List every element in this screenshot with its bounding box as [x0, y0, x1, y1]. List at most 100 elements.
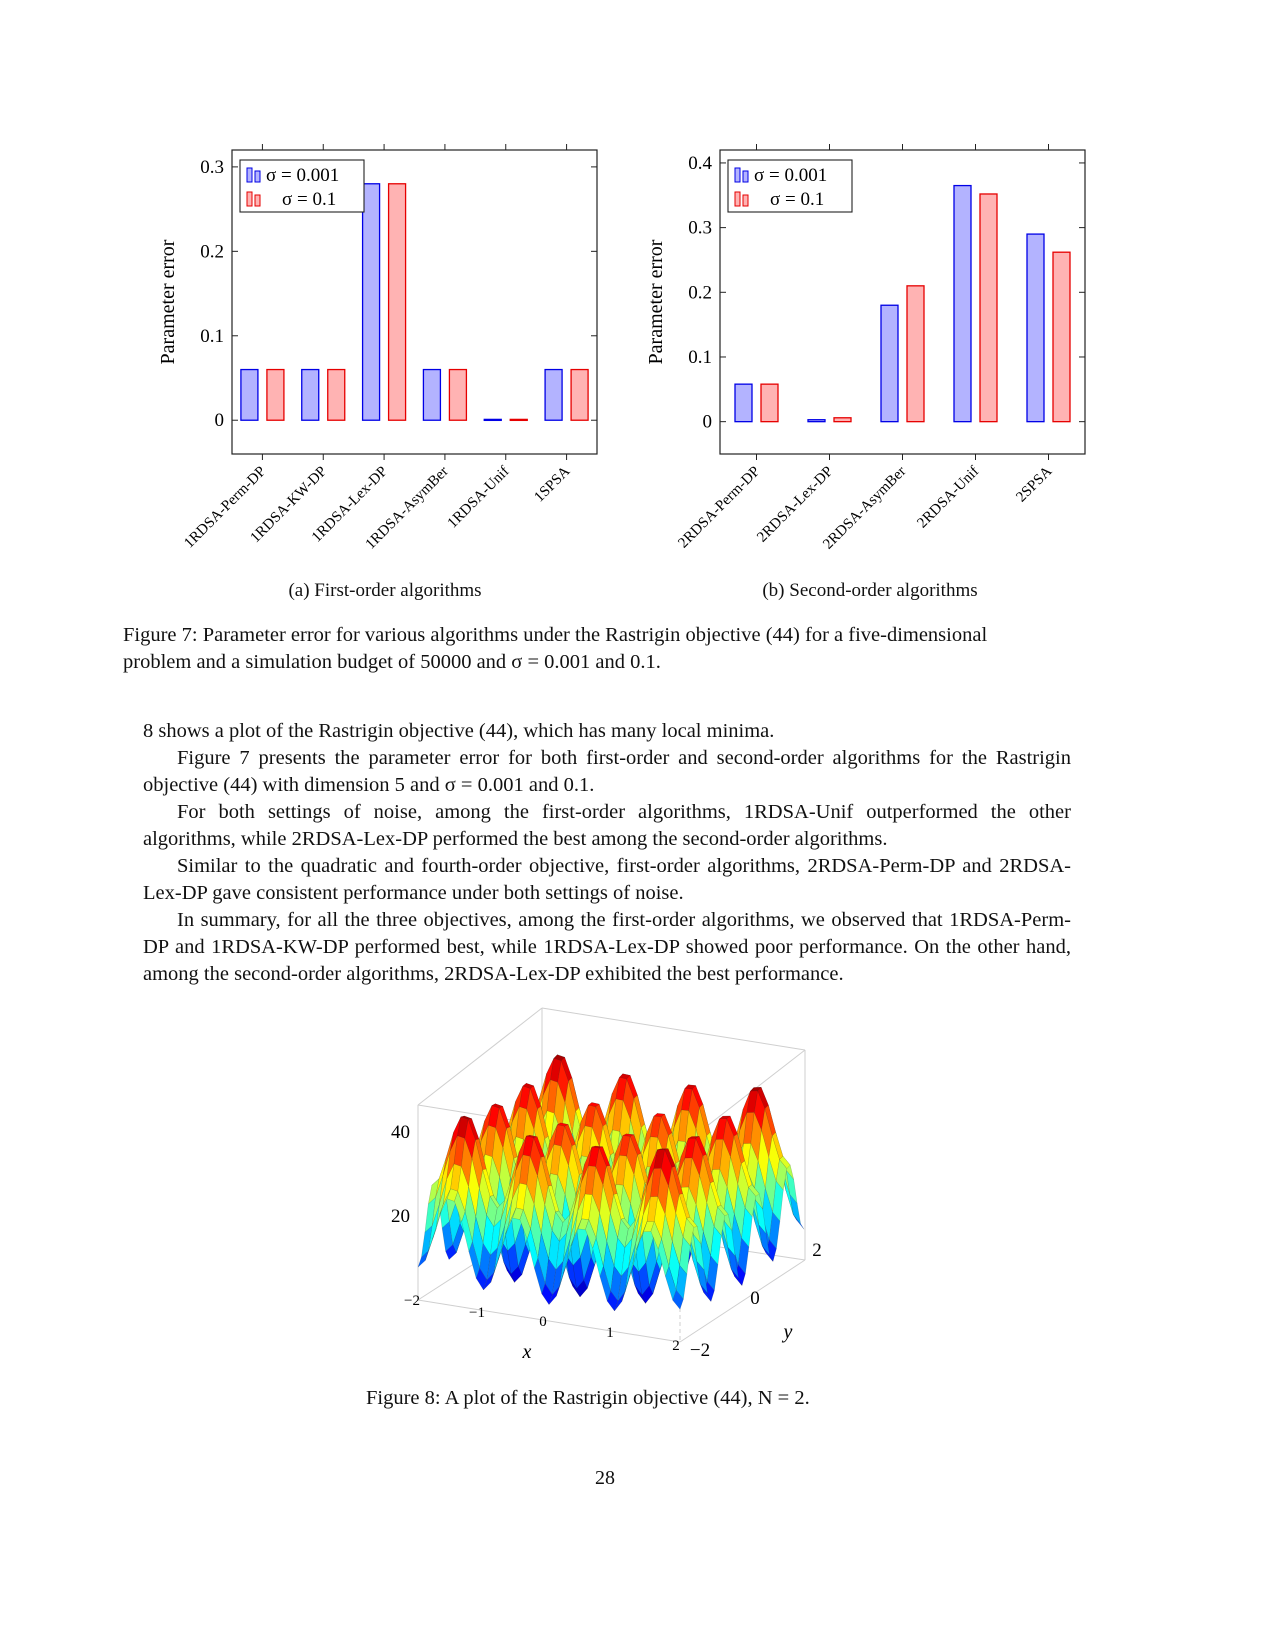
figure8-surface-plot: 40 20 −2 −1 0 1 2 −2 0 2 x y [391, 1007, 822, 1363]
subcaption-a: (a) First-order algorithms [288, 580, 482, 601]
figure7b-bar-chart: 0 0.1 0.2 0.3 0.4 Parameter error 2RDSA-Perm-D… [645, 144, 1086, 553]
bar-sigma-0.001 [953, 184, 972, 423]
surface-facet [779, 1155, 791, 1169]
y-tick-label: 0.2 [688, 282, 712, 303]
surface-facet [700, 1284, 712, 1302]
z-tick-20: 20 [391, 1206, 410, 1227]
surface-facet [679, 1236, 691, 1275]
x-tick-2: 2 [672, 1338, 680, 1354]
y-axis-label: Parameter error [645, 239, 667, 364]
surface-facet [755, 1199, 767, 1235]
bar-sigma-0.001 [301, 368, 320, 421]
paragraph-3: For both settings of noise, among the fi… [143, 801, 1071, 850]
legend-swatch [254, 194, 261, 207]
plot-frame [231, 149, 598, 455]
y-tick-label: 0.2 [200, 241, 224, 262]
paragraph-2: Figure 7 presents the parameter error fo… [143, 747, 1071, 796]
surface-facet [762, 1245, 774, 1262]
surface-facet [672, 1289, 684, 1310]
y-tick-label: 0.3 [200, 157, 224, 178]
x-tick-label: 1RDSA-Unif [445, 464, 513, 532]
bar-sigma-0.001 [483, 418, 502, 422]
bar-sigma-0.1 [266, 368, 285, 421]
surface-facet [793, 1214, 805, 1230]
y-tick-label: 0 [215, 410, 225, 431]
page-number: 28 [595, 1467, 615, 1489]
x-tick-label: 2RDSA-Lex-DP [754, 464, 836, 546]
bar-sigma-0.1 [1052, 251, 1071, 423]
legend-label: σ = 0.1 [282, 189, 336, 210]
surface-facet [717, 1204, 729, 1217]
legend-label: σ = 0.1 [770, 189, 824, 210]
paragraph-5: In summary, for all the three objectives… [143, 909, 1071, 985]
legend-swatch [742, 194, 749, 207]
legend-label: σ = 0.001 [266, 165, 339, 186]
bar-sigma-0.1 [570, 368, 589, 421]
bar-sigma-0.1 [833, 417, 852, 423]
bar-sigma-0.001 [240, 368, 259, 421]
surface-facet [748, 1184, 760, 1197]
legend-swatch [246, 167, 253, 183]
surface-facet [686, 1217, 698, 1228]
x-tick-label: 2RDSA-Unif [914, 464, 982, 532]
legend-swatch [254, 170, 261, 183]
surface-facet [710, 1226, 722, 1266]
x-tick-label: 2RDSA-Perm-DP [675, 464, 763, 552]
legend-label: σ = 0.001 [754, 165, 827, 186]
surface-facet [786, 1169, 798, 1204]
surface-facet [724, 1220, 736, 1257]
surface-facet [693, 1233, 705, 1271]
surface-facet [789, 1193, 801, 1225]
y-tick-label: 0 [703, 412, 713, 433]
x-axis-label: x [522, 1341, 532, 1363]
surface-facet [741, 1207, 753, 1248]
bar-sigma-0.001 [1026, 233, 1045, 423]
surface-facet [696, 1260, 708, 1294]
bar-sigma-0.1 [509, 418, 528, 422]
y-tick-m2: −2 [690, 1340, 710, 1361]
bar-sigma-0.001 [807, 419, 826, 423]
legend-swatch [742, 170, 749, 183]
legend-box [239, 159, 365, 213]
figure7-caption-line1: Figure 7: Parameter error for various al… [123, 624, 988, 646]
bar-sigma-0.001 [361, 183, 381, 421]
paragraph-1: 8 shows a plot of the Rastrigin objectiv… [143, 720, 775, 742]
bar-sigma-0.1 [979, 193, 998, 423]
surface-facet [772, 1180, 784, 1222]
legend-box [727, 159, 853, 213]
x-tick-m2: −2 [404, 1293, 420, 1309]
bar-sigma-0.001 [422, 368, 442, 421]
bar-sigma-0.001 [734, 383, 753, 423]
surface-facet [727, 1246, 739, 1279]
legend-swatch [734, 191, 741, 207]
figure8-caption: Figure 8: A plot of the Rastrigin object… [366, 1387, 810, 1409]
y-tick-label: 0.1 [688, 347, 712, 368]
surface-facet [731, 1269, 743, 1286]
legend-swatch [246, 191, 253, 207]
x-tick-label: 1SPSA [531, 463, 573, 505]
figure7-caption: Figure 7: Parameter error for various al… [123, 622, 1153, 676]
subcaption-b: (b) Second-order algorithms [762, 580, 978, 601]
bar-sigma-0.001 [880, 304, 899, 423]
bar-sigma-0.1 [387, 183, 407, 421]
y-tick-label: 0.1 [200, 326, 224, 347]
y-tick-label: 0.3 [688, 218, 712, 239]
bar-sigma-0.1 [327, 368, 346, 421]
surface-facet [775, 1159, 788, 1191]
legend-swatch [734, 167, 741, 183]
body-text: 8 shows a plot of the Rastrigin objectiv… [143, 718, 1071, 988]
bar-sigma-0.1 [448, 368, 468, 421]
rastrigin-surface [417, 1054, 805, 1312]
x-tick-0: 0 [539, 1314, 547, 1330]
z-tick-40: 40 [391, 1122, 410, 1143]
x-tick-m1: −1 [469, 1305, 485, 1321]
y-tick-label: 0.4 [688, 153, 712, 174]
paragraph-4: Similar to the quadratic and fourth-orde… [143, 855, 1071, 904]
y-axis-label: y [782, 1321, 793, 1343]
surface-facet [758, 1223, 770, 1256]
x-tick-label: 2SPSA [1013, 463, 1055, 505]
y-tick-2: 2 [812, 1240, 822, 1261]
x-tick-1: 1 [606, 1325, 614, 1341]
surface-facet [706, 1255, 719, 1291]
